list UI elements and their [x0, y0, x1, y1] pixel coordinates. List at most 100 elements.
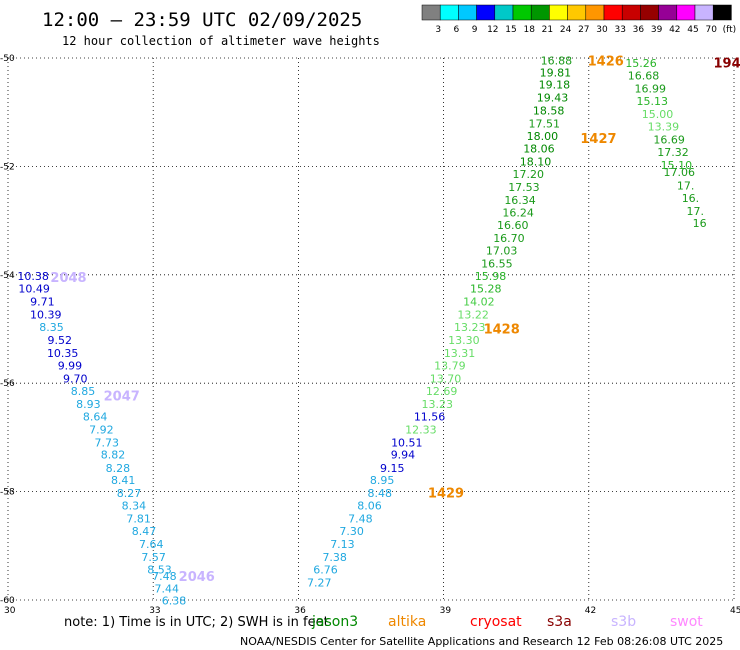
- wave-height-value: 10.49: [18, 282, 50, 295]
- y-tick-label: -58: [0, 488, 15, 498]
- wave-height-value: 15.13: [636, 95, 668, 108]
- wave-height-value: 7.44: [155, 583, 180, 596]
- wave-height-value: 17.20: [513, 168, 545, 181]
- wave-height-value: 12.69: [426, 385, 458, 398]
- wave-height-value: 7.64: [139, 538, 164, 551]
- time-label: 1426: [588, 55, 624, 70]
- wave-height-value: 10.39: [30, 308, 62, 321]
- legend-swot: swot: [670, 614, 703, 630]
- wave-height-value: 16.34: [504, 194, 536, 207]
- wave-height-value: 8.34: [122, 500, 147, 513]
- time-label: 2048: [50, 271, 86, 286]
- wave-height-value: 17.03: [486, 244, 518, 257]
- wave-height-value: 8.48: [367, 487, 392, 500]
- wave-height-value: 8.41: [111, 474, 136, 487]
- legend-jason3: jason3: [311, 614, 358, 630]
- wave-height-value: 7.13: [330, 538, 355, 551]
- wave-height-value: 18.00: [527, 130, 559, 143]
- y-tick-label: -56: [0, 379, 15, 389]
- colorbar-swatch: [585, 4, 605, 21]
- wave-height-value: 10.35: [47, 347, 79, 360]
- x-tick-label: 36: [294, 606, 306, 616]
- wave-height-value: 8.47: [132, 525, 157, 538]
- colorbar-swatch: [640, 4, 659, 21]
- wave-height-value: 17.53: [508, 181, 540, 194]
- wave-height-value: 16.68: [628, 69, 660, 82]
- y-tick-label: -60: [0, 596, 15, 606]
- wave-height-value: 19.18: [539, 79, 571, 92]
- wave-height-value: 18.06: [523, 143, 555, 156]
- footer-credit: NOAA/NESDIS Center for Satellite Applica…: [240, 635, 723, 648]
- colorbar-swatch: [676, 4, 696, 21]
- wave-height-value: 13.39: [648, 120, 680, 133]
- wave-height-value: 9.15: [380, 462, 405, 475]
- colorbar-swatch: [621, 4, 641, 21]
- wave-height-value: 13.31: [444, 347, 476, 360]
- colorbar-label: 42: [669, 25, 680, 35]
- wave-height-value: 16.24: [502, 206, 534, 219]
- colorbar-label: 21: [542, 25, 553, 35]
- wave-height-value: 8.06: [357, 500, 382, 513]
- colorbar-swatch: [694, 4, 714, 21]
- legend-s3b: s3b: [611, 614, 636, 630]
- x-tick-label: 42: [585, 606, 596, 616]
- wave-height-value: 8.27: [117, 487, 142, 500]
- legend-cryosat: cryosat: [470, 614, 522, 630]
- wave-height-value: 7.30: [339, 525, 364, 538]
- colorbar-label: 6: [454, 25, 460, 35]
- colorbar-label: 15: [505, 25, 516, 35]
- wave-height-value: 15.98: [475, 270, 507, 283]
- colorbar-label: 12: [487, 25, 498, 35]
- wave-height-value: 8.28: [106, 462, 131, 475]
- wave-height-value: 13.30: [448, 334, 480, 347]
- time-label: 1428: [484, 322, 520, 337]
- colorbar-swatch: [603, 4, 623, 21]
- wave-height-value: 8.53: [147, 564, 172, 577]
- wave-height-value: 13.22: [457, 308, 489, 321]
- wave-height-value: 8.64: [83, 410, 108, 423]
- wave-height-value: 19.43: [537, 92, 569, 105]
- colorbar-swatch: [567, 4, 587, 21]
- wave-height-value: 16.55: [481, 257, 513, 270]
- wave-height-value: 13.23: [422, 398, 454, 411]
- wave-height-value: 16.69: [653, 133, 685, 146]
- wave-height-value: 17.32: [657, 146, 689, 159]
- y-tick-label: -50: [0, 54, 15, 64]
- x-tick-label: 45: [730, 606, 740, 616]
- time-label: 1427: [580, 132, 616, 147]
- wave-height-value: 15.00: [642, 108, 674, 121]
- wave-height-value: 8.93: [76, 398, 101, 411]
- colorbar-swatch: [549, 4, 568, 21]
- wave-height-value: 16.70: [493, 232, 525, 245]
- footer-note: note: 1) Time is in UTC; 2) SWH is in fe…: [64, 615, 329, 630]
- colorbar-label: 36: [633, 25, 645, 35]
- colorbar-label: 18: [523, 25, 535, 35]
- wave-height-value: 8.85: [71, 385, 96, 398]
- wave-height-value: 11.56: [414, 410, 446, 423]
- colorbar: 3 6 9 12 15 18 21 24 27 30 33 36 39 42 45 70 (ft): [421, 4, 736, 35]
- wave-height-value: 8.95: [370, 474, 395, 487]
- y-tick-label: -52: [0, 162, 15, 172]
- legend-s3a: s3a: [547, 614, 572, 630]
- wave-height-value: 10.38: [17, 270, 49, 283]
- colorbar-swatch: [439, 4, 459, 21]
- wave-height-value: 7.38: [322, 551, 347, 564]
- wave-height-value: 17.: [687, 205, 705, 218]
- wave-height-value: 13.79: [434, 359, 466, 372]
- plot-grid: [7, 57, 735, 601]
- wave-height-value: 15.28: [470, 282, 502, 295]
- wave-height-value: 19.81: [540, 67, 572, 80]
- colorbar-swatch: [476, 4, 496, 21]
- x-tick-label: 39: [440, 606, 452, 616]
- wave-height-value: 12.33: [405, 423, 437, 436]
- wave-height-value: 7.92: [89, 423, 114, 436]
- wave-height-value: 18.10: [520, 156, 552, 169]
- wave-height-value: 8.82: [101, 449, 126, 462]
- wave-height-value: 7.57: [141, 551, 166, 564]
- wave-height-value: 9.94: [391, 449, 416, 462]
- wave-height-value: 7.27: [307, 577, 332, 590]
- colorbar-label: 24: [560, 25, 572, 35]
- colorbar-swatch: [658, 4, 678, 21]
